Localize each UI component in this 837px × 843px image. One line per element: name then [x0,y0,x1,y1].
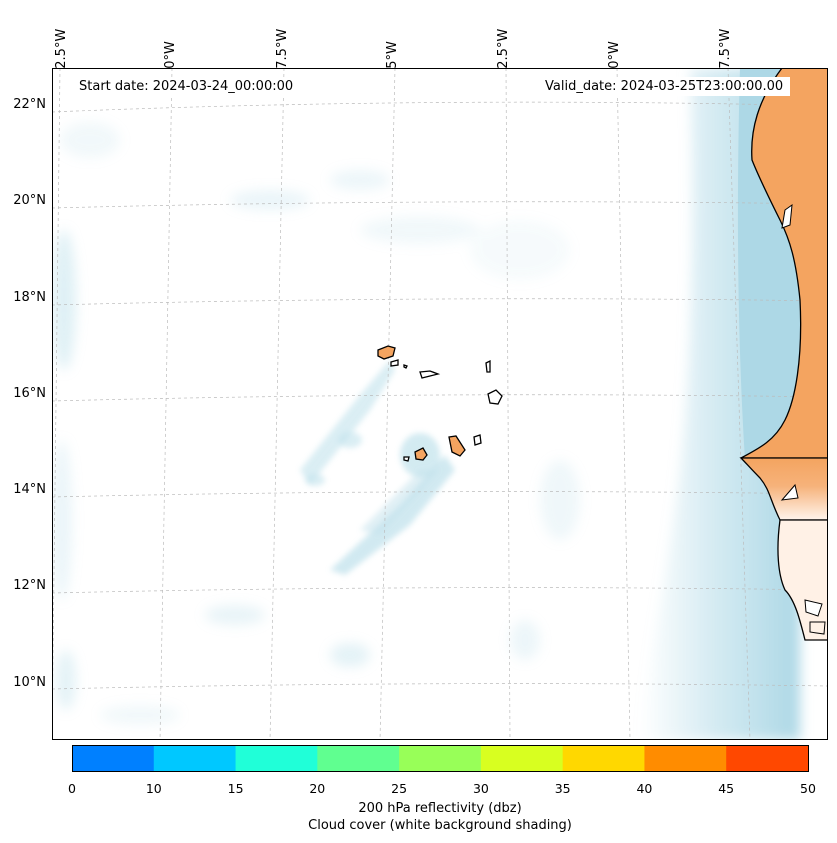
island-maio [473,434,482,446]
cape-verde-islands [377,345,503,462]
cloud-shading [52,122,580,725]
colorbar-tick-0: 0 [68,781,76,796]
colorbar-segment [562,745,645,772]
colorbar-tick-15: 15 [227,781,244,796]
colorbar-segment [480,745,564,772]
colorbar-tick-35: 35 [554,781,571,796]
colorbar [72,745,809,772]
lat-label-10n: 10°N [13,675,46,690]
island-brava [403,456,410,462]
africa-mainland [740,68,828,459]
colorbar-tick-10: 10 [145,781,162,796]
colorbar-tick-45: 45 [718,781,735,796]
island-sal [485,359,491,373]
lat-label-18n: 18°N [13,290,46,305]
colorbar-tick-50: 50 [800,781,816,796]
start-date-label: Start date: 2024-03-24_00:00:00 [72,77,301,96]
colorbar-segment [644,745,727,772]
lat-label-22n: 22°N [13,97,46,112]
valid-date-label: Valid_date: 2024-03-25T23:00:00.00 [538,77,791,96]
colorbar-segment [153,745,237,772]
island-santa-luzia [403,364,408,369]
colorbar-label: 200 hPa reflectivity (dbz) [358,801,522,816]
lat-label-20n: 20°N [13,193,46,208]
colorbar-segment [235,745,318,772]
island-santo-antao [377,345,396,360]
colorbar-sublabel: Cloud cover (white background shading) [308,818,572,833]
island-boa-vista [487,389,503,405]
island-santiago [448,435,466,457]
colorbar-tick-20: 20 [309,781,326,796]
colorbar-tick-30: 30 [472,781,489,796]
island-sao-nicolau [419,370,441,379]
island-fogo [414,447,428,461]
colorbar-segment [399,745,482,772]
lat-label-16n: 16°N [13,386,46,401]
cloud-bands [300,360,455,575]
colorbar-segment [317,745,400,772]
island-sao-vicente [390,359,399,367]
colorbar-segment [726,745,809,772]
lat-label-12n: 12°N [13,578,46,593]
colorbar-tick-40: 40 [636,781,653,796]
lat-label-14n: 14°N [13,482,46,497]
colorbar-tick-25: 25 [391,781,408,796]
map-panel [52,68,828,740]
colorbar-segment [72,745,155,772]
graticule [52,68,828,740]
